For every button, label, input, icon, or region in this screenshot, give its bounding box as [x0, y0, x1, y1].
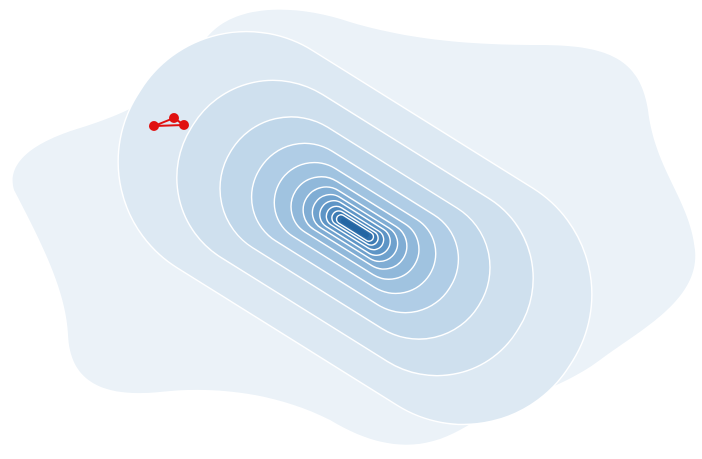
contour-group [117, 30, 593, 426]
path-point [149, 121, 159, 131]
path-line [153, 116, 188, 127]
path-point [179, 120, 189, 130]
optimizer-path [149, 113, 189, 131]
contour-core [341, 218, 369, 238]
path-point [169, 113, 179, 123]
